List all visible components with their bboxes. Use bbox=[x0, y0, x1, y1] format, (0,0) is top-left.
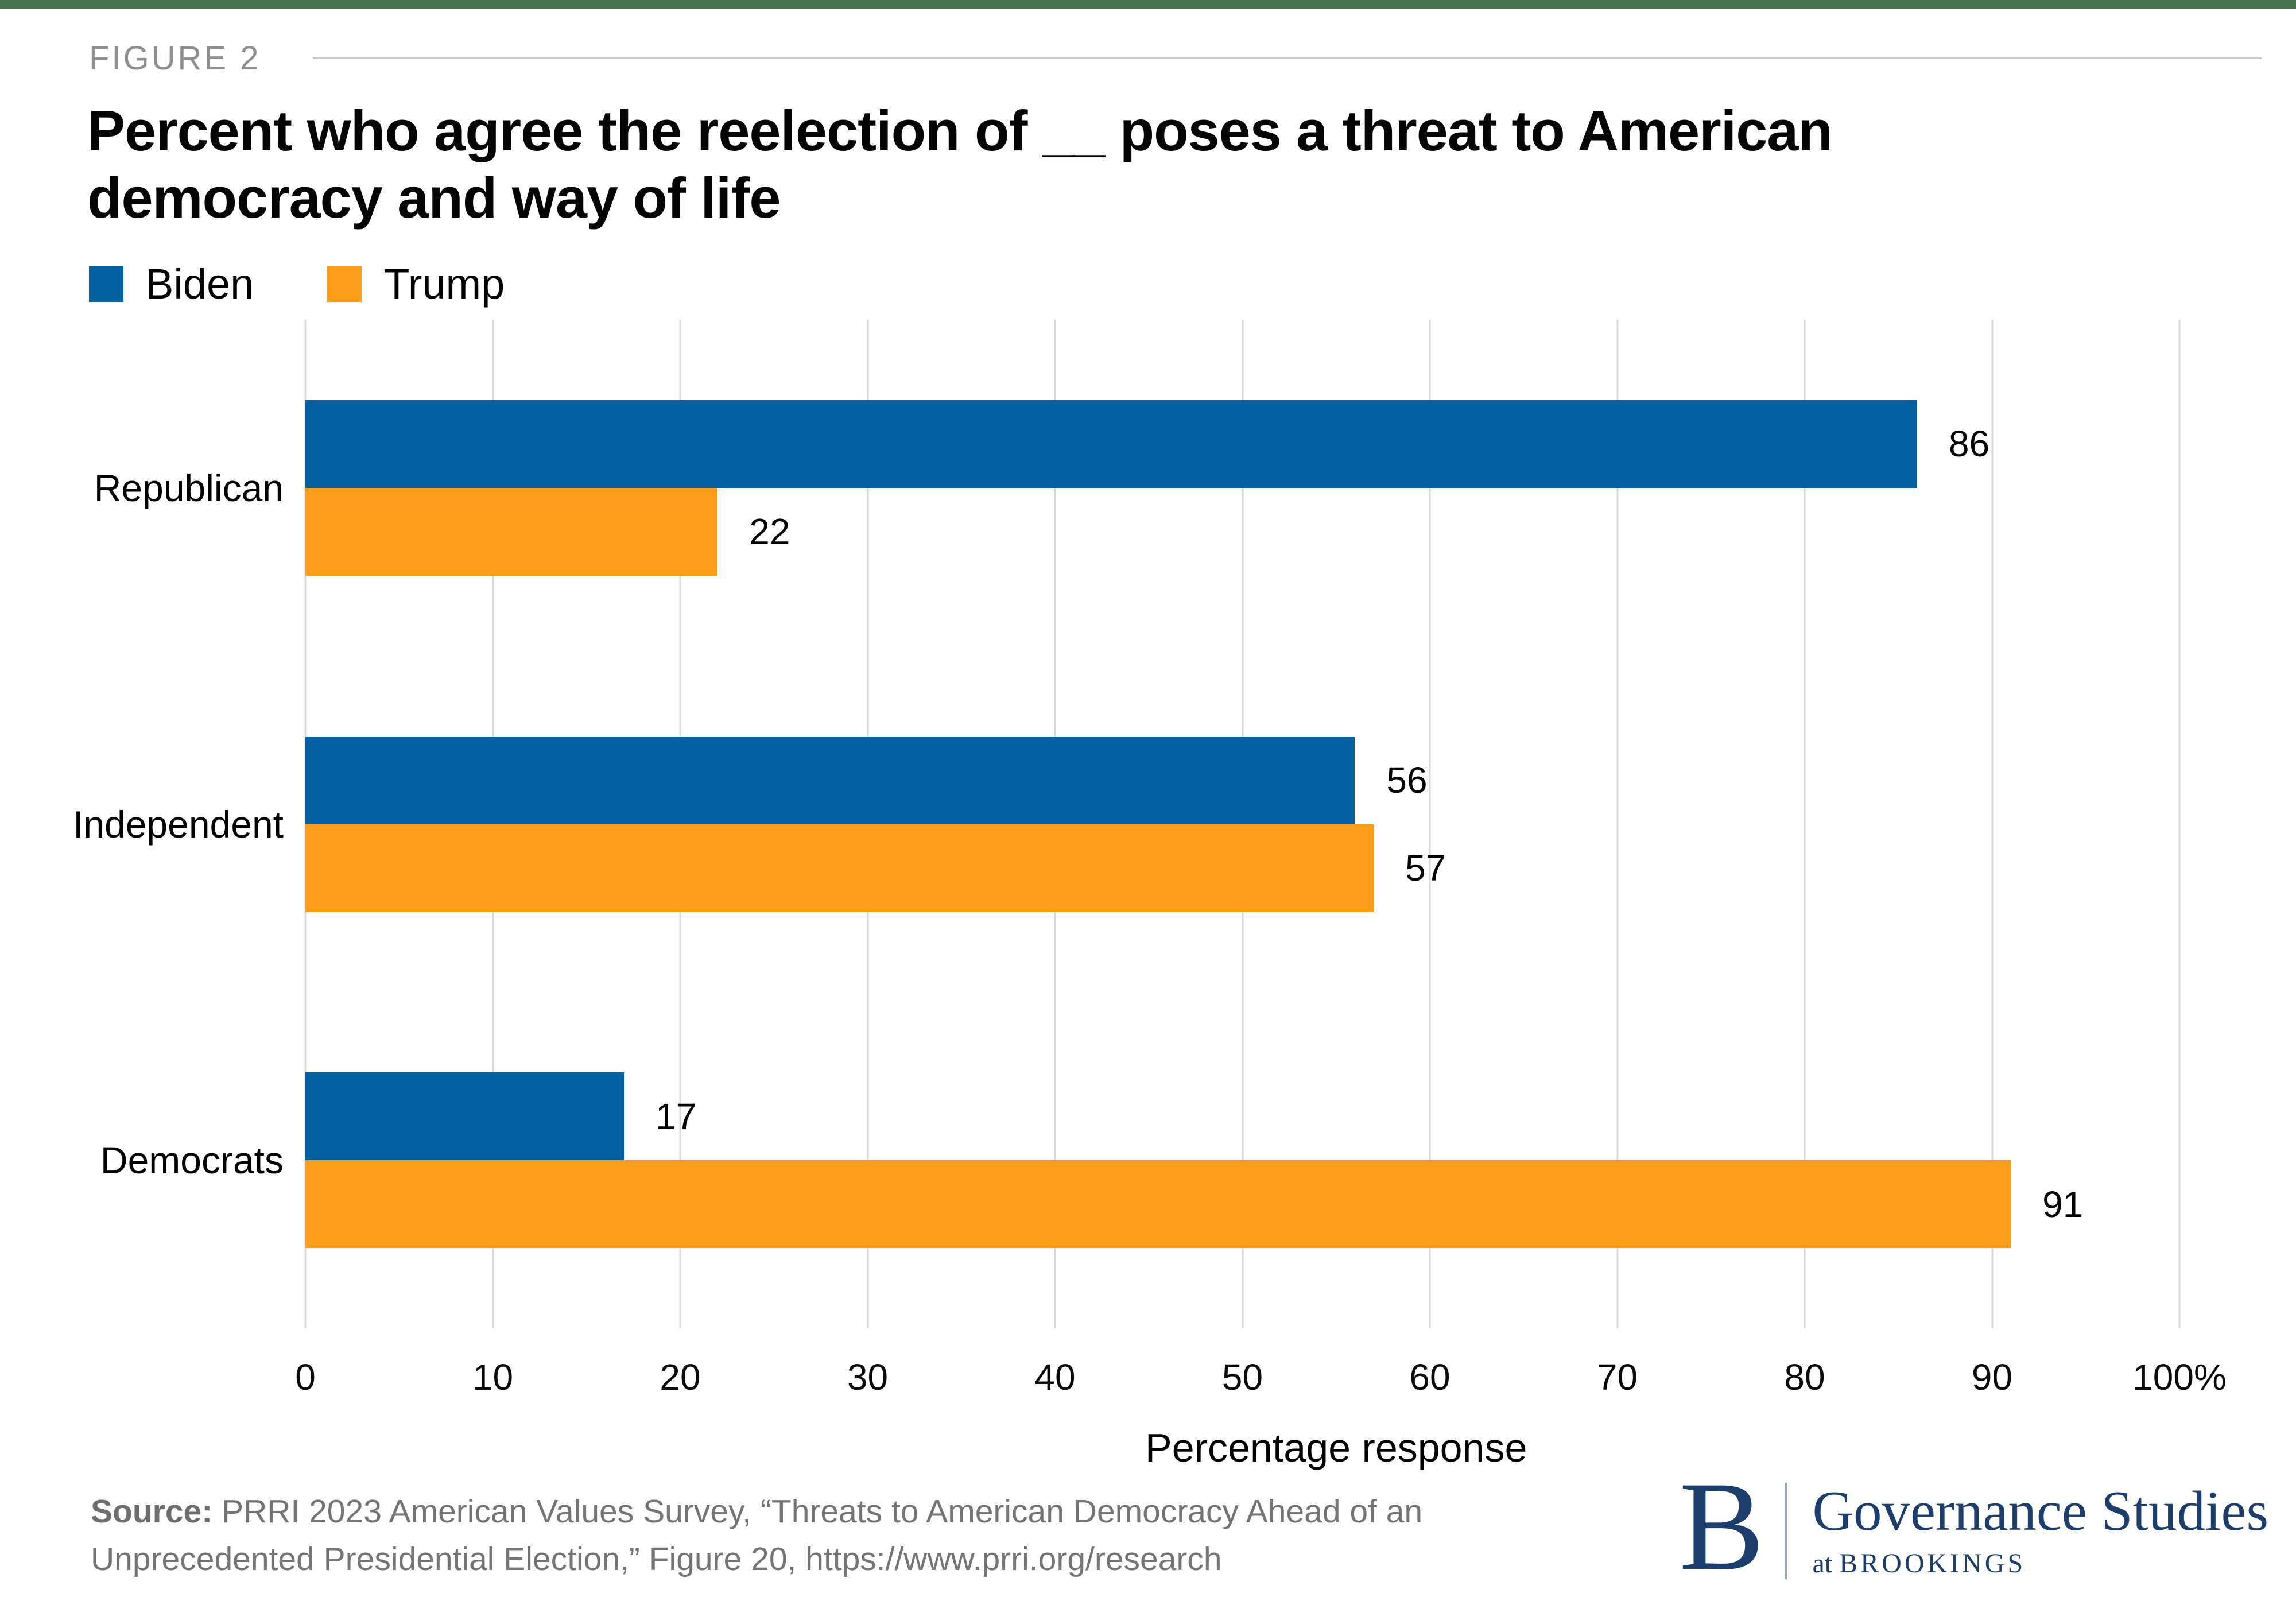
legend-item-biden: Biden bbox=[89, 259, 254, 308]
source-line2: Unprecedented Presidential Election,” Fi… bbox=[91, 1540, 1222, 1577]
bar-trump-republican: 22 bbox=[305, 487, 790, 576]
x-tick-label: 20 bbox=[660, 1356, 701, 1398]
bar-trump-democrats: 91 bbox=[305, 1160, 2083, 1249]
biden-swatch-icon bbox=[89, 266, 123, 302]
value-label: 91 bbox=[2042, 1183, 2084, 1225]
bar-trump-independent: 57 bbox=[305, 824, 1446, 912]
figure-header: FIGURE 2 bbox=[89, 39, 2262, 77]
category-label: Democrats bbox=[100, 1139, 284, 1182]
gridline bbox=[1991, 320, 1993, 1328]
x-tick-label: 100% bbox=[2132, 1356, 2227, 1398]
source-note: Source: PRRI 2023 American Values Survey… bbox=[91, 1488, 1422, 1583]
legend: Biden Trump bbox=[89, 259, 505, 308]
category-label: Republican bbox=[94, 466, 284, 509]
x-tick-label: 70 bbox=[1596, 1356, 1638, 1398]
bar-biden-independent: 56 bbox=[305, 736, 1428, 824]
gridline bbox=[1616, 320, 1618, 1328]
value-label: 22 bbox=[749, 511, 790, 553]
brookings-logo: B Governance Studies at BROOKINGS bbox=[1679, 1463, 2268, 1595]
logo-tagline-caps: BROOKINGS bbox=[1839, 1548, 2026, 1579]
logo-tagline-prefix: at bbox=[1812, 1548, 1833, 1579]
plot-area: Percentage response 0 10 20 30 40 50 60 70 80 90 1… bbox=[73, 320, 2227, 1470]
x-tick-label: 40 bbox=[1034, 1356, 1076, 1398]
gridline bbox=[1429, 320, 1431, 1328]
logo-separator bbox=[1785, 1483, 1787, 1579]
x-tick-label: 90 bbox=[1971, 1356, 2013, 1398]
x-tick-label: 60 bbox=[1409, 1356, 1450, 1398]
source-line1: PRRI 2023 American Values Survey, “Threa… bbox=[222, 1493, 1423, 1530]
gridline bbox=[2178, 320, 2181, 1328]
value-label: 57 bbox=[1405, 847, 1446, 889]
figure-label: FIGURE 2 bbox=[89, 40, 261, 77]
trump-swatch-icon bbox=[327, 266, 362, 302]
brookings-b-logo-icon: B bbox=[1679, 1456, 1764, 1597]
bar-group-democrats: Democrats 17 91 bbox=[100, 1072, 2179, 1249]
top-accent-bar bbox=[0, 0, 2296, 9]
legend-item-trump: Trump bbox=[327, 259, 505, 308]
chart-title-line1: Percent who agree the reelection of __ p… bbox=[87, 99, 1833, 162]
chart-title: Percent who agree the reelection of __ p… bbox=[87, 98, 2211, 232]
logo-name: Governance Studies bbox=[1812, 1480, 2268, 1542]
chart-title-line2: democracy and way of life bbox=[87, 165, 781, 230]
logo-tagline: at BROOKINGS bbox=[1812, 1548, 2268, 1579]
bar-biden-republican: 86 bbox=[305, 400, 1989, 488]
x-axis-title: Percentage response bbox=[1145, 1425, 1527, 1470]
x-tick-label: 0 bbox=[295, 1356, 316, 1398]
bar-biden-democrats: 17 bbox=[305, 1072, 696, 1161]
x-tick-label: 30 bbox=[847, 1356, 889, 1398]
category-label: Independent bbox=[72, 803, 284, 846]
value-label: 56 bbox=[1386, 759, 1428, 801]
x-tick-label: 50 bbox=[1221, 1356, 1263, 1398]
gridline bbox=[1804, 320, 1806, 1328]
legend-label-trump: Trump bbox=[383, 260, 505, 308]
value-label: 86 bbox=[1948, 423, 1990, 465]
bar-group-independent: Independent 56 57 bbox=[73, 736, 2179, 912]
bar-group-republican: Republican 86 22 bbox=[94, 400, 2179, 576]
x-tick-label: 10 bbox=[472, 1356, 514, 1398]
figure-divider-line bbox=[312, 57, 2262, 59]
value-label: 17 bbox=[656, 1095, 697, 1137]
x-tick-label: 80 bbox=[1784, 1356, 1825, 1398]
source-prefix: Source: bbox=[91, 1493, 213, 1530]
legend-label-biden: Biden bbox=[145, 260, 254, 308]
